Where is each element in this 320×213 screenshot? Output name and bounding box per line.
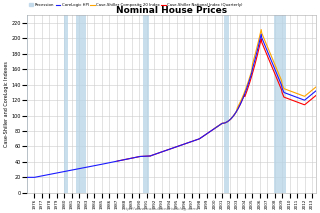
Bar	[274, 15, 286, 193]
Bar	[18, 15, 28, 193]
Bar	[76, 15, 86, 193]
Y-axis label: Case-Shiller and CoreLogic Indexes: Case-Shiller and CoreLogic Indexes	[4, 61, 9, 147]
Legend: Recession, CoreLogic HPI, Case-Shiller Composite 20 Index, Case-Shiller National: Recession, CoreLogic HPI, Case-Shiller C…	[29, 3, 243, 7]
Bar	[143, 15, 149, 193]
Text: http://www.calculatedriskblog.com/: http://www.calculatedriskblog.com/	[121, 207, 199, 211]
Title: Nominal House Prices: Nominal House Prices	[116, 6, 227, 14]
Bar	[224, 15, 229, 193]
Bar	[64, 15, 68, 193]
